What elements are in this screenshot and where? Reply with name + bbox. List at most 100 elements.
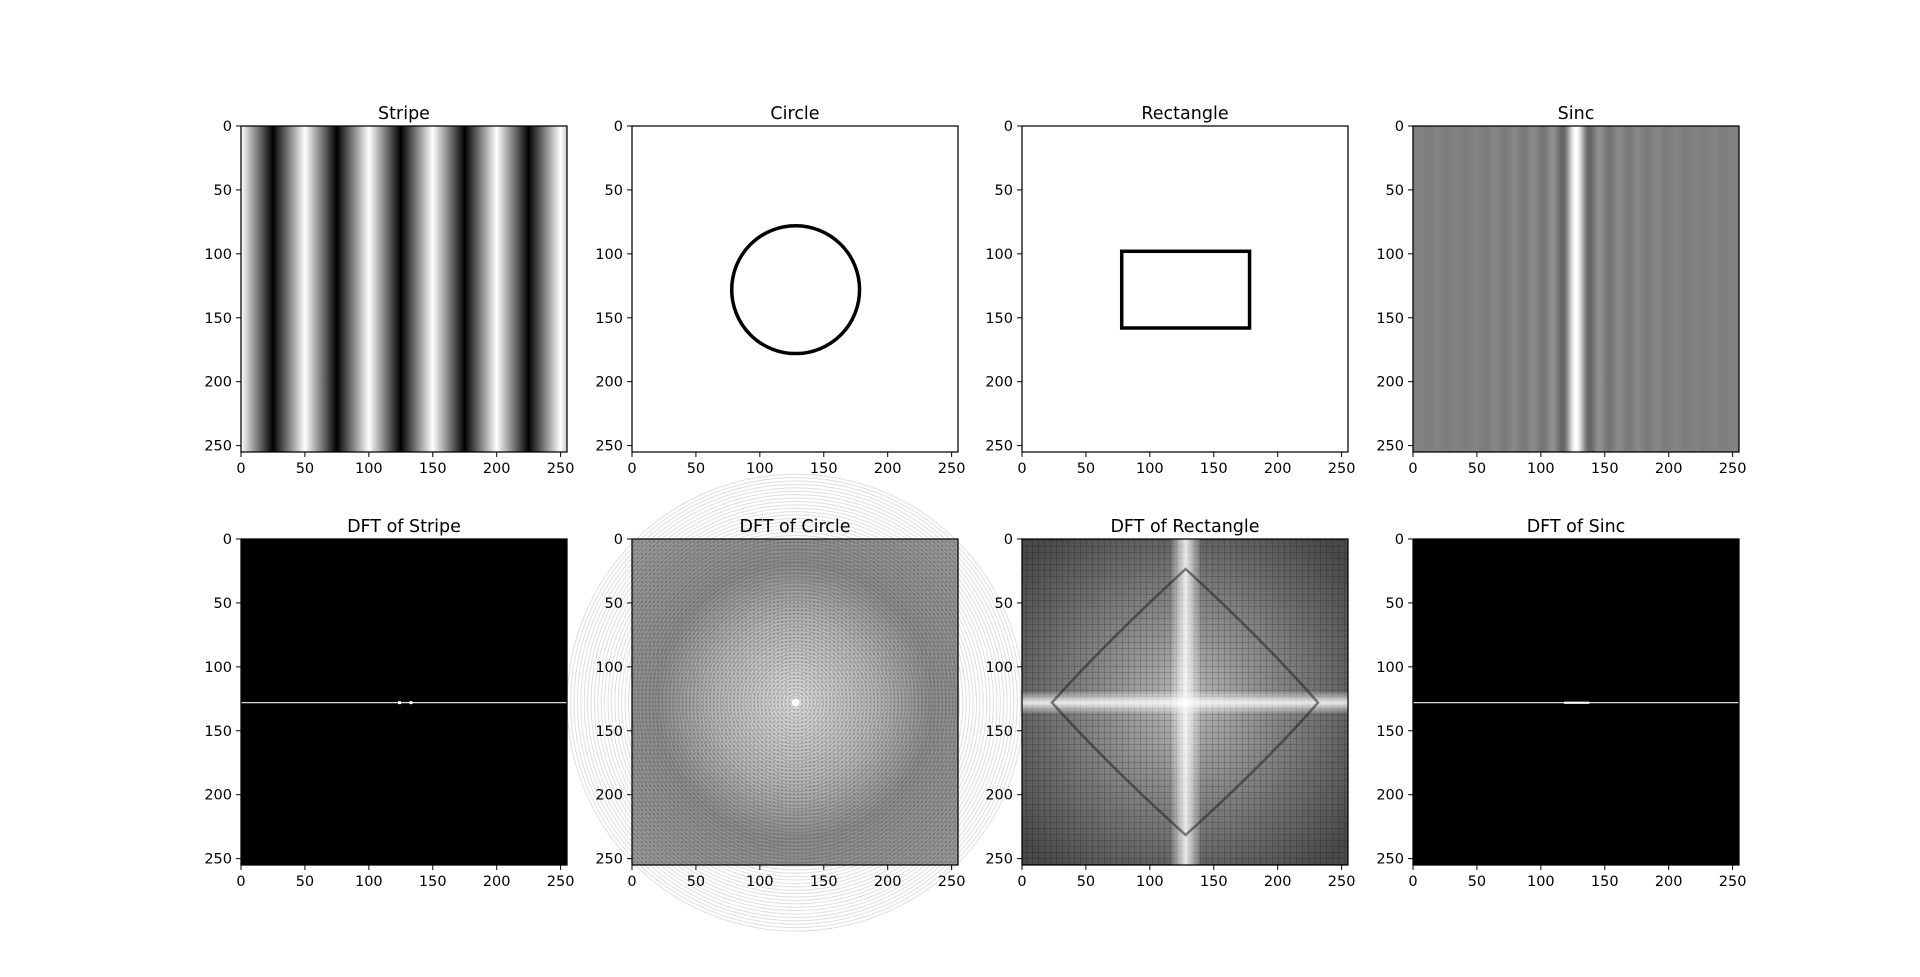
- spectrum-ring: [604, 511, 988, 895]
- spectrum-ring: [699, 606, 892, 799]
- y-tick-label: 150: [204, 311, 232, 327]
- x-tick-label: 0: [1017, 461, 1026, 477]
- x-tick-label: 200: [1264, 461, 1292, 477]
- y-tick-label: 250: [204, 439, 232, 455]
- spectrum-ring: [753, 660, 838, 745]
- spectrum-ring: [746, 653, 845, 752]
- x-tick-label: 150: [1200, 461, 1228, 477]
- y-tick-label: 50: [214, 596, 232, 612]
- x-tick-label: 250: [547, 874, 575, 890]
- y-tick-label: 50: [605, 596, 623, 612]
- spectrum-ring: [648, 555, 943, 850]
- spectrum-ring: [607, 514, 984, 891]
- spectrum-peak: [1563, 701, 1590, 704]
- spectrum-ring: [685, 592, 906, 813]
- spectrum-ring: [787, 694, 804, 711]
- y-tick-label: 50: [1386, 183, 1404, 199]
- spectrum-ring: [590, 497, 1001, 908]
- x-tick-label: 0: [236, 461, 245, 477]
- spectrum-ring: [624, 531, 967, 874]
- x-tick-label: 250: [1328, 874, 1356, 890]
- spectrum-ring: [600, 507, 991, 898]
- y-tick-label: 250: [985, 852, 1013, 868]
- spectrum-ring: [780, 687, 811, 718]
- x-tick-label: 0: [1408, 461, 1417, 477]
- x-tick-label: 100: [1527, 461, 1555, 477]
- spectrum-ring: [621, 528, 971, 878]
- spectrum-ring: [733, 640, 858, 765]
- y-tick-label: 200: [595, 375, 623, 391]
- x-tick-label: 50: [1468, 874, 1486, 890]
- spectrum-ring: [641, 548, 950, 857]
- spectrum-ring: [692, 599, 899, 806]
- y-tick-label: 100: [985, 660, 1013, 676]
- x-tick-label: 200: [874, 874, 902, 890]
- spectrum-ring: [760, 667, 831, 738]
- x-tick-label: 100: [355, 461, 383, 477]
- y-tick-label: 150: [1376, 724, 1404, 740]
- subplot-title: DFT of Circle: [739, 517, 850, 537]
- stripe-image: [241, 126, 567, 452]
- y-tick-label: 150: [595, 311, 623, 327]
- y-tick-label: 200: [985, 375, 1013, 391]
- x-tick-label: 150: [419, 461, 447, 477]
- spectrum-ring: [726, 633, 865, 772]
- y-tick-label: 150: [985, 724, 1013, 740]
- y-tick-label: 100: [595, 247, 623, 263]
- spectrum-ring: [757, 664, 835, 742]
- spectrum-ring: [709, 616, 882, 789]
- spectrum-ring: [597, 504, 994, 901]
- y-tick-label: 250: [204, 852, 232, 868]
- x-tick-label: 0: [627, 461, 636, 477]
- spectrum-peak: [409, 701, 413, 705]
- x-tick-label: 100: [746, 874, 774, 890]
- x-tick-label: 150: [1591, 874, 1619, 890]
- spectrum-ring: [777, 684, 814, 721]
- spectrum-ring: [672, 579, 920, 827]
- spectrum-ring: [702, 609, 889, 796]
- spectrum-ring: [774, 681, 818, 725]
- x-tick-label: 150: [419, 874, 447, 890]
- x-tick-label: 250: [1328, 461, 1356, 477]
- spectrum-ring: [570, 477, 1022, 929]
- spectrum-ring: [736, 643, 855, 762]
- spectrum-ring: [743, 650, 848, 755]
- x-tick-label: 100: [1527, 874, 1555, 890]
- x-tick-label: 250: [1719, 874, 1747, 890]
- spectrum-ring: [767, 674, 824, 731]
- y-tick-label: 250: [985, 439, 1013, 455]
- subplot-title: Stripe: [378, 104, 430, 124]
- subplot-title: DFT of Stripe: [347, 517, 461, 537]
- x-tick-label: 0: [1017, 874, 1026, 890]
- image-background: [241, 539, 567, 865]
- spectrum-ring: [638, 545, 954, 861]
- x-tick-label: 150: [1200, 874, 1228, 890]
- spectrum-ring: [665, 572, 926, 833]
- x-tick-label: 200: [1655, 874, 1683, 890]
- x-tick-label: 200: [1264, 874, 1292, 890]
- y-tick-label: 100: [1376, 247, 1404, 263]
- y-tick-label: 0: [1395, 532, 1404, 548]
- spectrum-peak: [398, 701, 402, 705]
- x-tick-label: 50: [687, 461, 705, 477]
- axes-frame: [1412, 538, 1740, 866]
- x-tick-label: 0: [236, 874, 245, 890]
- spectrum-ring: [695, 602, 896, 803]
- spectrum-ring: [719, 626, 872, 779]
- y-tick-label: 150: [204, 724, 232, 740]
- image-background: [632, 126, 958, 452]
- x-tick-label: 250: [1719, 461, 1747, 477]
- spectrum-ring: [580, 487, 1011, 918]
- y-tick-label: 0: [614, 532, 623, 548]
- x-tick-label: 100: [355, 874, 383, 890]
- spectrum-peak: [791, 698, 800, 707]
- sinc-image: [1413, 126, 1739, 452]
- x-tick-label: 50: [687, 874, 705, 890]
- axes-frame: [631, 125, 959, 453]
